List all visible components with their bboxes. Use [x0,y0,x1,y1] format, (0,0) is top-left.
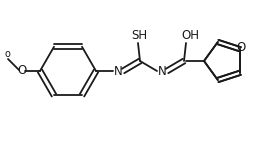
Text: OH: OH [181,29,199,41]
Text: SH: SH [131,29,147,41]
Text: O: O [237,41,246,54]
Text: o: o [4,49,10,59]
Text: N: N [158,64,166,78]
Text: O: O [17,63,27,77]
Text: N: N [114,64,122,78]
